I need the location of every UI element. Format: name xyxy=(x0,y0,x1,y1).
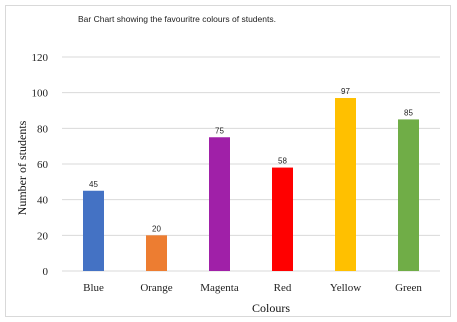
data-label-magenta: 75 xyxy=(215,126,224,135)
y-tick-label: 100 xyxy=(32,88,49,100)
y-axis-label: Number of students xyxy=(15,120,29,215)
y-tick-label: 80 xyxy=(37,123,49,135)
x-tick-label-blue: Blue xyxy=(83,282,104,294)
data-label-blue: 45 xyxy=(89,180,98,189)
bar-blue xyxy=(83,190,104,271)
bar-red xyxy=(272,167,293,271)
y-axis-ticks: 0 20 40 60 80 100 120 xyxy=(32,52,49,278)
y-tick-label: 120 xyxy=(32,52,49,64)
y-tick-label: 0 xyxy=(43,266,49,278)
y-tick-label: 40 xyxy=(37,195,49,207)
chart-title: Bar Chart showing the favouritre colours… xyxy=(78,14,276,24)
data-label-red: 58 xyxy=(278,157,287,166)
data-label-green: 85 xyxy=(404,108,413,117)
data-label-orange: 20 xyxy=(152,224,161,233)
x-tick-label-yellow: Yellow xyxy=(330,282,361,294)
y-tick-label: 20 xyxy=(37,230,49,242)
y-tick-label: 60 xyxy=(37,159,49,171)
x-tick-label-red: Red xyxy=(274,282,292,294)
x-tick-label-magenta: Magenta xyxy=(200,282,239,294)
x-axis-ticks: Blue Orange Magenta Red Yellow Green xyxy=(83,282,422,294)
bar-green xyxy=(398,119,419,272)
gridlines xyxy=(62,56,440,272)
bars: 45 20 75 58 97 85 xyxy=(83,87,419,272)
bar-magenta xyxy=(209,137,230,271)
x-tick-label-orange: Orange xyxy=(140,282,172,294)
x-tick-label-green: Green xyxy=(395,282,422,294)
x-axis-label: Colours xyxy=(252,301,290,315)
data-label-yellow: 97 xyxy=(341,87,350,96)
bar-orange xyxy=(146,235,167,271)
bar-yellow xyxy=(335,98,356,272)
